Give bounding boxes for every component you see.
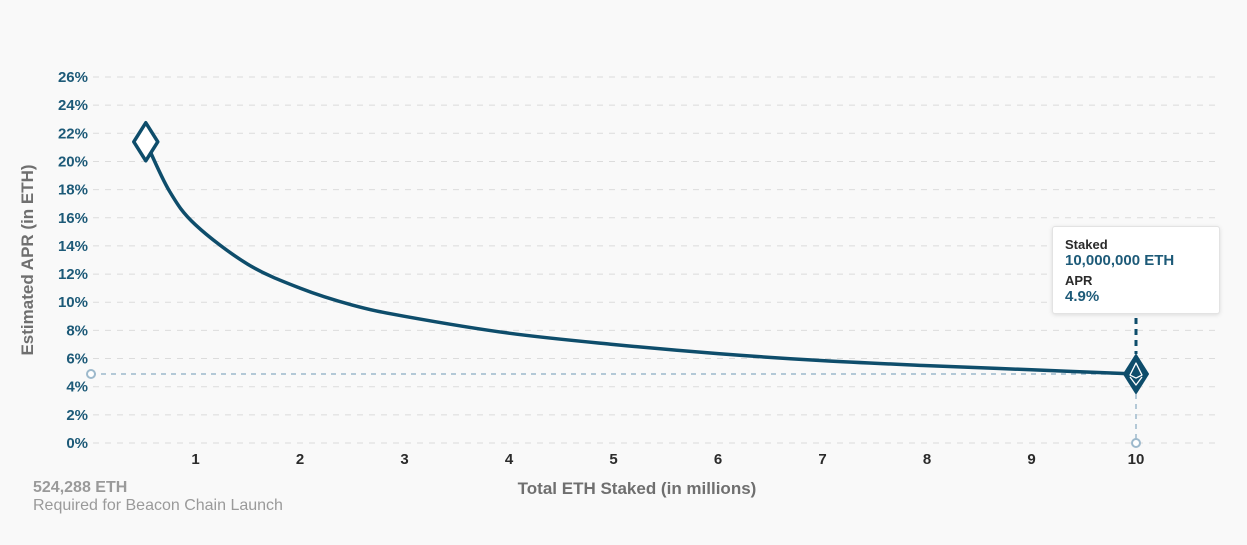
tooltip-apr-label: APR <box>1065 273 1093 288</box>
y-tick-label: 18% <box>58 182 88 199</box>
apr-curve <box>144 140 1138 376</box>
y-tick-label: 0% <box>66 435 88 452</box>
selected-diamond-shape <box>1123 354 1149 395</box>
x-tick-label: 2 <box>296 451 304 468</box>
x-tick-label: 6 <box>714 451 722 468</box>
tooltip-staked-label: Staked <box>1065 237 1108 252</box>
eth-glyph-top <box>1129 362 1143 379</box>
x-axis-label: Total ETH Staked (in millions) <box>518 479 757 498</box>
grid-lines <box>93 76 1218 444</box>
tooltip-staked-value: 10,000,000 ETH <box>1065 252 1175 269</box>
y-axis-ticks: 0% 2% 4% 6% 8% 10% 12% 14% 16% 18% 20% 22% 24% 26% <box>58 69 88 452</box>
y-tick-label: 16% <box>58 210 88 227</box>
y-tick-label: 14% <box>58 238 88 255</box>
y-tick-label: 24% <box>58 97 88 114</box>
y-tick-label: 10% <box>58 294 88 311</box>
y-tick-label: 6% <box>66 351 88 368</box>
eth-glyph-bottom <box>1129 376 1143 386</box>
y-tick-label: 22% <box>58 125 88 142</box>
y-tick-label: 26% <box>58 69 88 86</box>
x-tick-label: 10 <box>1128 451 1145 468</box>
y-tick-label: 4% <box>66 379 88 396</box>
diamond-outline-icon <box>132 121 160 163</box>
x-axis-ticks: 1 2 3 4 5 6 7 8 9 10 <box>191 451 1144 468</box>
x-tick-label: 3 <box>400 451 408 468</box>
y-tick-label: 8% <box>66 322 88 339</box>
x-tick-label: 1 <box>191 451 199 468</box>
x-axis-guide-dot <box>1131 438 1141 448</box>
apr-tooltip: Staked 10,000,000 ETH APR 4.9% <box>1052 226 1220 314</box>
tooltip-apr-value: 4.9% <box>1065 288 1100 305</box>
x-tick-label: 9 <box>1027 451 1035 468</box>
x-tick-label: 8 <box>923 451 931 468</box>
launch-note-value: 524,288 ETH <box>33 479 128 496</box>
y-tick-label: 2% <box>66 407 88 424</box>
guide-lines <box>86 318 1141 448</box>
x-tick-label: 7 <box>818 451 826 468</box>
y-axis-label: Estimated APR (in ETH) <box>18 164 37 355</box>
launch-note-caption: Required for Beacon Chain Launch <box>33 497 283 514</box>
y-tick-label: 20% <box>58 153 88 170</box>
ethereum-diamond-icon <box>1123 354 1149 395</box>
x-tick-label: 4 <box>505 451 514 468</box>
x-tick-label: 5 <box>609 451 617 468</box>
y-axis-guide-dot <box>86 369 96 380</box>
launch-note: 524,288 ETH Required for Beacon Chain La… <box>33 479 283 515</box>
markers <box>132 121 1149 395</box>
y-tick-label: 12% <box>58 266 88 283</box>
